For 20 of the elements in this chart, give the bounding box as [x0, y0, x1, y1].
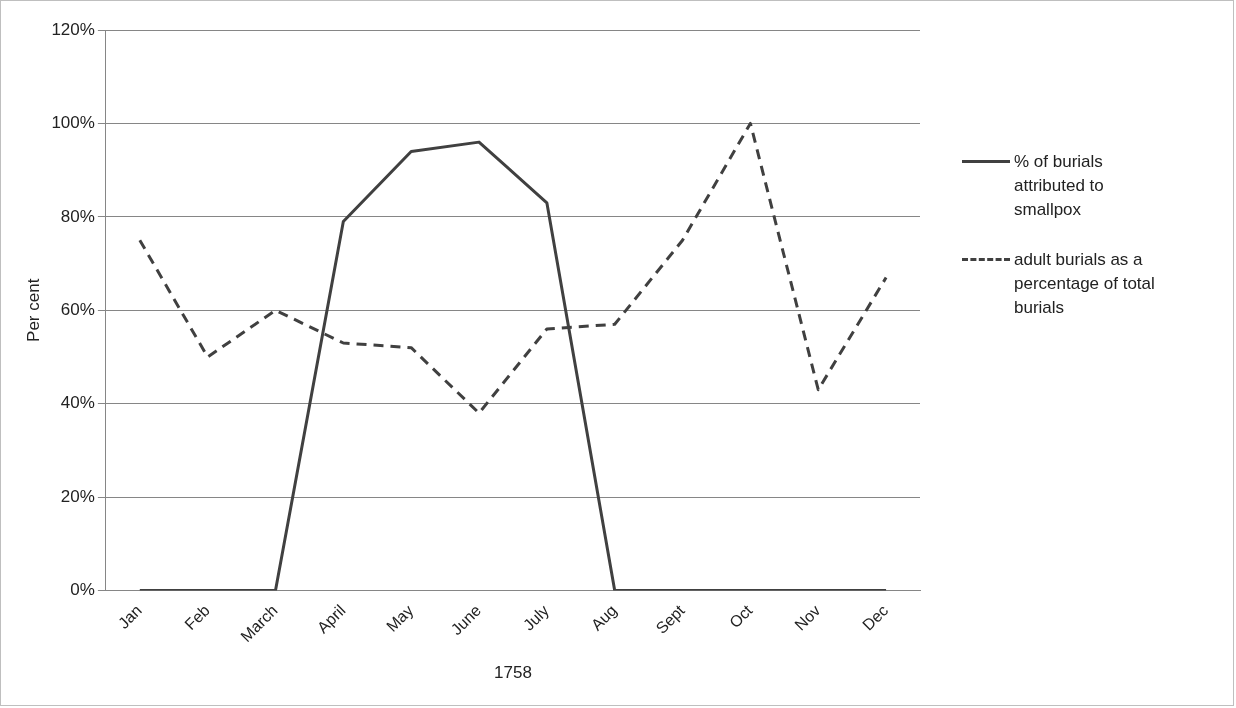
legend-label: % of burials attributed to smallpox [1014, 151, 1105, 221]
x-tick-label: Jan [114, 601, 146, 632]
y-axis-title: Per cent [23, 278, 43, 342]
x-tick-label: Dec [859, 601, 892, 634]
y-tick-label: 100% [51, 113, 95, 133]
y-tick-label: 60% [60, 299, 95, 319]
x-tick-label: Nov [791, 601, 824, 634]
y-tick-label: 0% [70, 580, 95, 600]
x-tick-label: Oct [726, 601, 757, 632]
x-tick-label: Aug [587, 601, 620, 634]
y-tick-label: 40% [60, 393, 95, 413]
y-tick-label: 80% [60, 206, 95, 226]
y-tick-label: 20% [60, 486, 95, 506]
x-tick-label: Feb [181, 601, 213, 634]
x-tick-label: May [383, 601, 417, 635]
x-tick-label: Sept [652, 601, 689, 637]
x-axis-title: 1758 [494, 663, 532, 683]
legend-label: adult burials as a percentage of total burials [1014, 249, 1156, 319]
x-tick-label: July [519, 601, 553, 634]
y-tick-label: 120% [51, 19, 95, 39]
